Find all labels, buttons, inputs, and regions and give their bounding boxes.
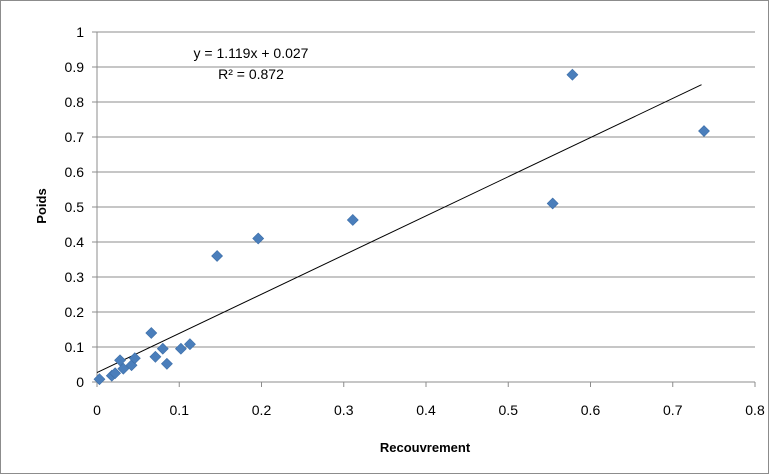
y-tick-label-9: 0.9	[65, 59, 85, 75]
gridlines	[97, 31, 755, 348]
x-tick-label-8: 0.8	[745, 402, 765, 418]
data-point-10	[160, 357, 173, 370]
y-tick-label-7: 0.7	[65, 129, 85, 145]
data-point-16	[546, 197, 559, 210]
x-axis-title: Recouvrement	[380, 440, 471, 455]
x-tick-label-1: 0.1	[170, 402, 190, 418]
x-tick-label-3: 0.3	[334, 402, 354, 418]
y-axis-title: Poids	[34, 188, 49, 223]
x-tick-label-5: 0.5	[499, 402, 519, 418]
x-tick-label-4: 0.4	[416, 402, 436, 418]
data-point-11	[174, 342, 187, 355]
data-points	[93, 68, 710, 386]
y-tick-label-10: 1	[76, 24, 84, 40]
data-point-0	[93, 373, 106, 386]
y-tick-label-3: 0.3	[65, 269, 85, 285]
data-point-18	[698, 125, 710, 137]
data-point-2	[109, 367, 122, 380]
x-tick-labels: 0 0.1 0.2 0.3 0.4 0.5 0.6 0.7 0.8	[93, 402, 765, 418]
data-point-6	[128, 352, 141, 365]
data-point-15	[346, 214, 359, 226]
data-point-13	[211, 250, 224, 262]
x-tick-label-2: 0.2	[252, 402, 272, 418]
trendline	[96, 84, 702, 374]
x-tick-label-6: 0.6	[581, 402, 601, 418]
data-point-4	[117, 362, 130, 375]
y-tick-label-8: 0.8	[65, 94, 85, 110]
x-tick-label-0: 0	[93, 402, 101, 418]
data-point-7	[145, 327, 158, 339]
y-tick-label-5: 0.5	[65, 199, 85, 215]
y-tick-label-6: 0.6	[65, 164, 85, 180]
x-tick-label-7: 0.7	[663, 402, 683, 418]
y-tick-label-0: 0	[76, 374, 84, 390]
data-point-17	[566, 68, 579, 81]
y-tick-label-2: 0.2	[65, 304, 85, 320]
trendline-line	[96, 84, 702, 374]
data-point-9	[156, 342, 169, 355]
data-point-3	[114, 354, 126, 367]
y-tick-labels: 0 0.1 0.2 0.3 0.4 0.5 0.6 0.7 0.8 0.9 1	[65, 24, 85, 390]
trendline-equation: y = 1.119x + 0.027	[194, 45, 309, 61]
trendline-r2: R² = 0.872	[218, 66, 284, 82]
data-point-14	[252, 232, 265, 245]
y-tick-label-1: 0.1	[65, 339, 85, 355]
data-point-8	[149, 350, 162, 363]
y-tick-label-4: 0.4	[65, 234, 85, 250]
axes	[92, 31, 756, 387]
data-point-12	[184, 338, 196, 351]
